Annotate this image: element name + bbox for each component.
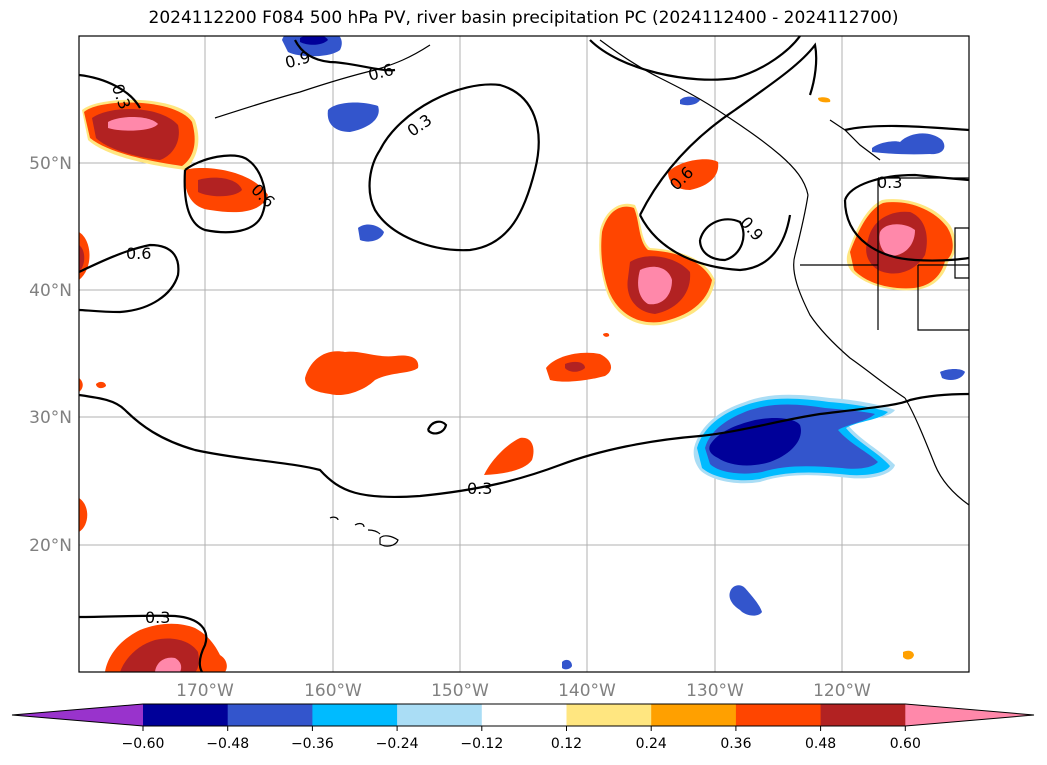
lon-label: 160°W [304, 681, 362, 701]
colorbar-tick-label: −0.60 [122, 736, 165, 752]
contour-label-group: 0.3 0.6 0.6 0.9 0.3 0.6 0.6 0.9 0.3 0.3 … [108, 47, 903, 627]
colorbar-tick-label: −0.36 [291, 736, 334, 752]
map-area [79, 36, 969, 672]
negative-anomaly-blob-alaska [282, 36, 700, 242]
colorbar-segment [735, 704, 822, 726]
positive-anomaly-blob-central [305, 332, 612, 475]
colorbar-tick-label: −0.48 [206, 736, 249, 752]
colorbar-segment [651, 704, 737, 726]
positive-anomaly-blob-great-basin [846, 199, 956, 660]
lon-label: 120°W [813, 681, 871, 701]
longitude-labels: 170°W 160°W 150°W 140°W 130°W 120°W [176, 681, 871, 701]
lon-label: 130°W [686, 681, 744, 701]
lat-label: 50°N [29, 154, 72, 174]
contour-label: 0.6 [126, 244, 151, 263]
colorbar-segment [227, 704, 313, 726]
colorbar-tick-label: −0.12 [460, 736, 503, 752]
lon-label: 140°W [558, 681, 616, 701]
contour-label: 0.3 [404, 110, 436, 140]
latitude-labels: 50°N 40°N 30°N 20°N [29, 154, 72, 556]
colorbar-tick-label: 0.36 [720, 736, 751, 752]
positive-anomaly-blob-nw [82, 99, 268, 213]
pv-contours [79, 36, 969, 672]
lat-label: 20°N [29, 536, 72, 556]
colorbar-tick-label: 0.12 [551, 736, 582, 752]
contour-label: 0.6 [366, 60, 396, 85]
colorbar-tick-label: 0.24 [636, 736, 667, 752]
colorbar-tick-label: 0.48 [805, 736, 836, 752]
positive-anomaly-blob-west-edge [79, 232, 106, 532]
lon-label: 170°W [176, 681, 234, 701]
colorbar-segment [312, 704, 398, 726]
colorbar-tick-label: 0.60 [890, 736, 921, 752]
colorbar-extend-max [905, 704, 1034, 726]
colorbar-extend-min [12, 704, 143, 726]
lon-label: 150°W [431, 681, 489, 701]
contour-label: 0.3 [467, 479, 492, 498]
colorbar-segment [397, 704, 483, 726]
lat-label: 40°N [29, 281, 72, 301]
contour-label: 0.3 [145, 608, 170, 627]
colorbar-segment [143, 704, 229, 726]
positive-anomaly-blob-south [105, 623, 227, 672]
colorbar-segment [820, 704, 906, 726]
contour-label: 0.9 [736, 213, 767, 245]
negative-anomaly-blob-subtropical [562, 133, 965, 670]
colorbar-segment [481, 704, 567, 726]
contour-label: 0.9 [283, 47, 313, 72]
colorbar: −0.60 −0.48 −0.36 −0.24 −0.12 0.12 0.24 0.36 0.4… [11, 703, 1035, 752]
positive-anomaly-blob-offshore-pnw [599, 97, 831, 326]
gridlines [79, 36, 969, 672]
map-title: 2024112200 F084 500 hPa PV, river basin … [148, 8, 899, 28]
map-frame [78, 35, 970, 673]
lat-label: 30°N [29, 408, 72, 428]
colorbar-tick-label: −0.24 [376, 736, 419, 752]
contour-label: 0.3 [877, 173, 902, 192]
coastlines [214, 39, 969, 547]
colorbar-segment [566, 704, 652, 726]
